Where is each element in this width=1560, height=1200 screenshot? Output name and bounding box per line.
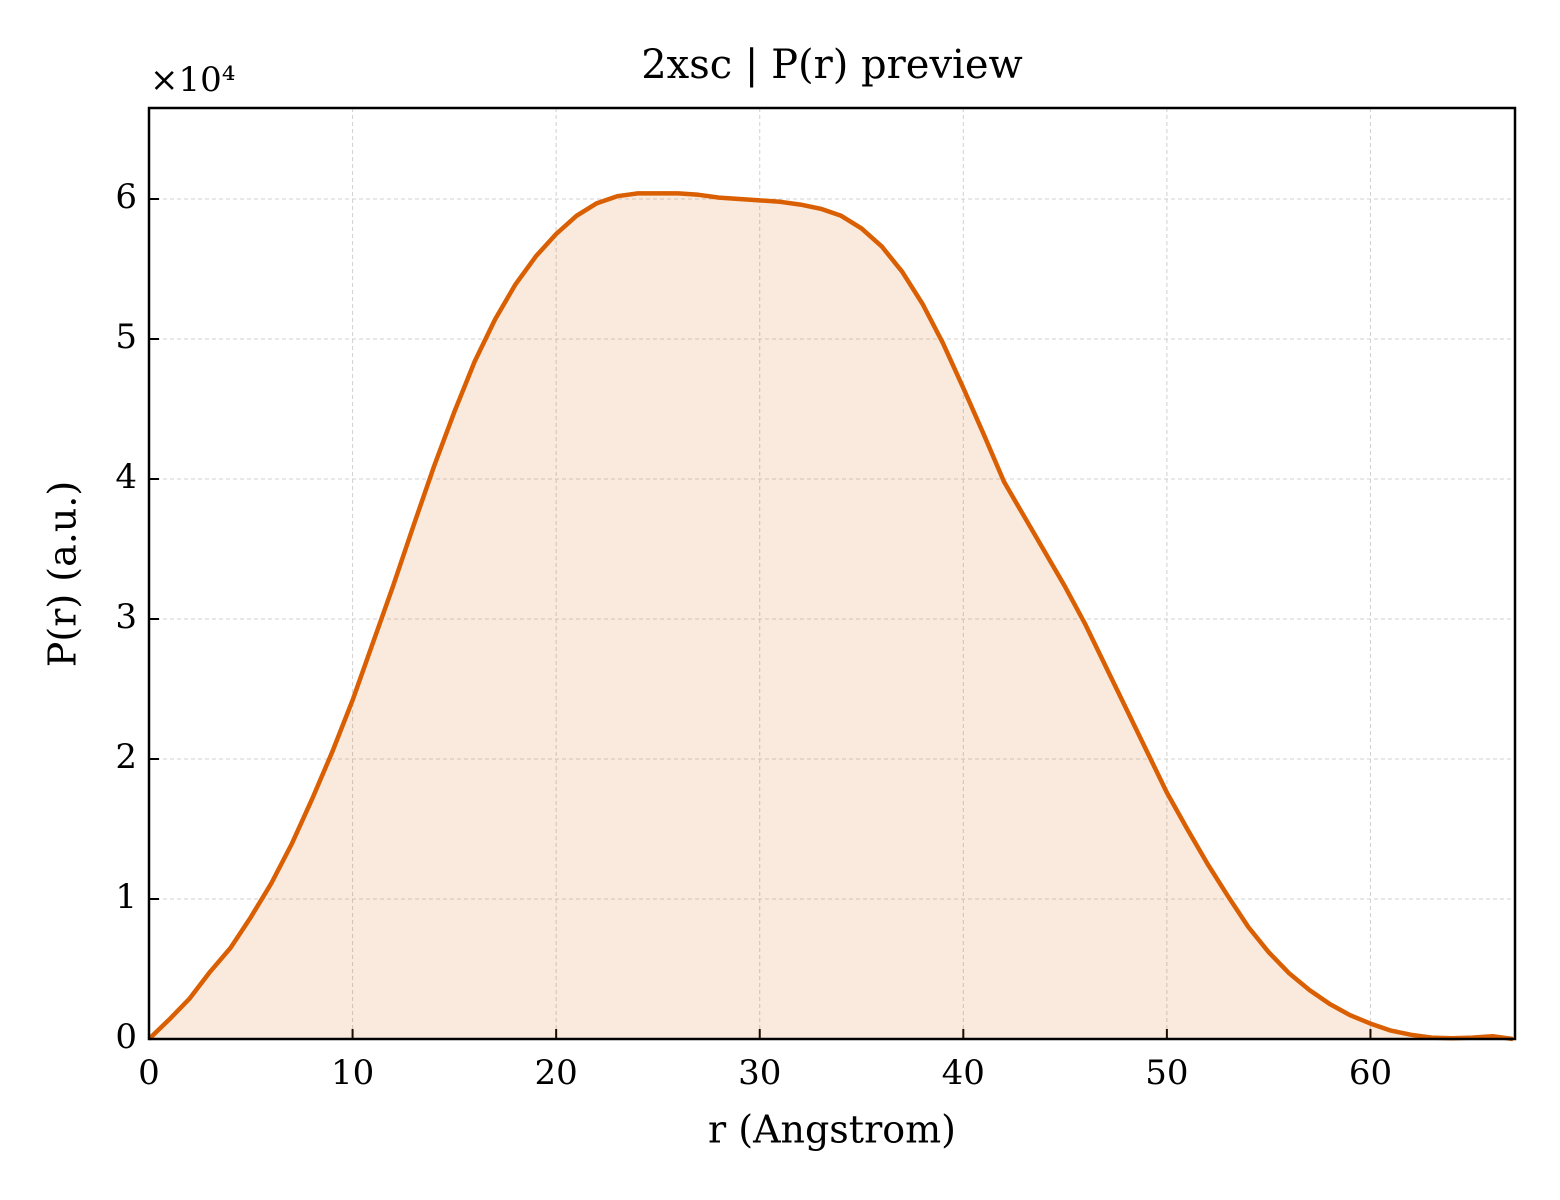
- x-tick-label: 30: [738, 1053, 781, 1093]
- x-tick-label: 20: [535, 1053, 578, 1093]
- y-offset-label: ×10⁴: [150, 60, 235, 100]
- x-tick-label: 0: [138, 1053, 160, 1093]
- x-tick-label: 40: [942, 1053, 985, 1093]
- y-tick-label: 2: [115, 737, 137, 777]
- x-tick-label: 60: [1349, 1053, 1392, 1093]
- y-tick-label: 0: [115, 1017, 137, 1057]
- y-axis-label: P(r) (a.u.): [41, 481, 85, 667]
- chart-title: 2xsc | P(r) preview: [641, 42, 1023, 88]
- x-tick-label: 10: [331, 1053, 374, 1093]
- x-axis-label: r (Angstrom): [708, 1108, 956, 1152]
- line: [147, 191, 1514, 1042]
- y-tick-label: 1: [115, 877, 137, 917]
- y-tick-label: 3: [115, 597, 137, 637]
- plot-frame: [147, 106, 1517, 1041]
- y-tick-label: 6: [115, 177, 137, 217]
- area: [149, 193, 1513, 1039]
- x-tick-label: 50: [1145, 1053, 1188, 1093]
- y-tick-label: 4: [115, 457, 137, 497]
- y-tick-label: 5: [115, 317, 137, 357]
